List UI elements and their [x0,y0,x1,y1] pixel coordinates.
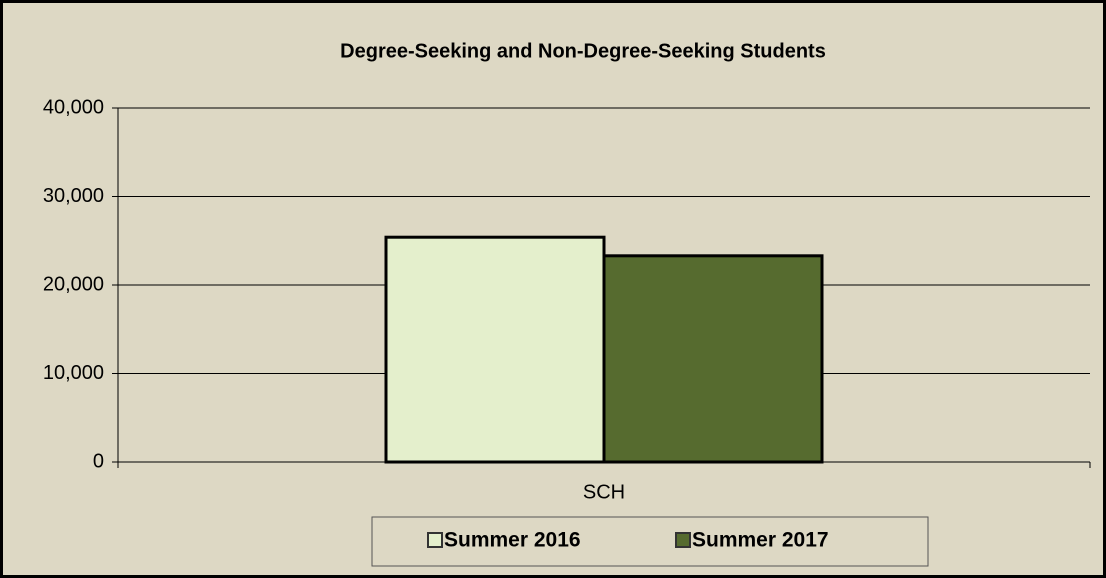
chart-title: Degree-Seeking and Non-Degree-Seeking St… [340,40,826,62]
legend-swatch [675,532,691,548]
legend-label: Summer 2017 [692,529,829,552]
y-tick-label: 30,000 [43,185,104,207]
bar [384,235,606,464]
legend-box [371,516,929,567]
bar [602,254,824,464]
y-tick-label: 20,000 [43,273,104,295]
legend-label: Summer 2016 [444,529,581,552]
legend-swatch [427,532,443,548]
x-tick-label: SCH [583,481,625,503]
y-tick-label: 0 [93,450,104,472]
y-tick-label: 40,000 [43,96,104,118]
y-tick-label: 10,000 [43,362,104,384]
